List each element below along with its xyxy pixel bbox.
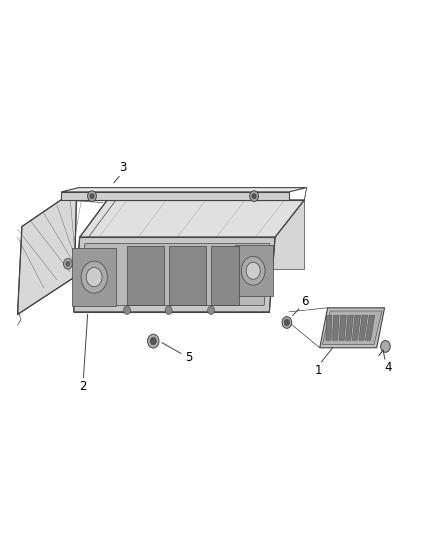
Circle shape [282,317,292,328]
Circle shape [252,193,256,199]
Polygon shape [322,311,382,344]
Polygon shape [61,192,289,200]
Polygon shape [61,188,307,192]
Circle shape [250,191,258,201]
Polygon shape [359,316,367,340]
Polygon shape [107,200,304,269]
Circle shape [150,337,156,345]
Circle shape [124,306,131,314]
Polygon shape [79,244,270,305]
Polygon shape [235,245,273,296]
Polygon shape [80,200,304,237]
Circle shape [66,261,70,266]
Polygon shape [169,246,206,305]
Circle shape [381,341,390,352]
Circle shape [165,306,172,314]
Circle shape [81,261,107,293]
Polygon shape [74,237,275,312]
Circle shape [241,256,265,285]
Circle shape [88,191,96,201]
Text: 5: 5 [185,351,192,364]
Text: 2: 2 [79,380,87,393]
Circle shape [64,259,72,269]
Circle shape [90,193,94,199]
Circle shape [86,268,102,287]
Polygon shape [72,248,116,306]
Text: 3: 3 [119,161,126,174]
Circle shape [246,262,260,279]
Text: 1: 1 [315,364,323,377]
Polygon shape [320,308,385,348]
Polygon shape [352,316,360,340]
Polygon shape [346,316,353,340]
Circle shape [148,334,159,348]
Polygon shape [339,316,346,340]
Polygon shape [211,246,239,305]
Text: 6: 6 [300,295,308,308]
Polygon shape [127,246,164,305]
Polygon shape [18,189,77,314]
Polygon shape [332,316,339,340]
Text: 4: 4 [384,361,392,374]
Circle shape [284,319,290,326]
Polygon shape [365,316,375,340]
Circle shape [208,306,215,314]
Polygon shape [326,316,332,340]
